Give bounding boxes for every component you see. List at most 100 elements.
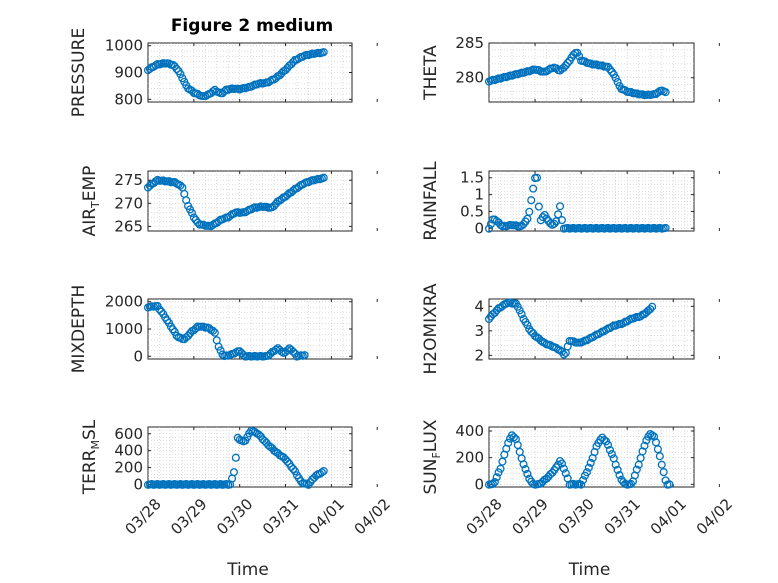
data-point	[613, 77, 622, 87]
y-axis-label: TERRMSL	[80, 419, 102, 495]
x-tick-label: 03/29	[167, 495, 210, 538]
y-axis-label: THETA	[421, 45, 441, 101]
data-point	[191, 324, 200, 333]
axes-box	[488, 298, 695, 360]
data-point	[172, 64, 181, 74]
y-tick-label: 0.5	[460, 202, 484, 220]
y-axis-label: AIRTEMP	[80, 166, 102, 237]
data-point	[563, 58, 572, 67]
y-axis-label: RAINFALL	[421, 161, 441, 241]
data-point	[300, 351, 309, 360]
y-tick-label: 265	[114, 217, 143, 235]
data-point	[509, 433, 519, 442]
data-point	[577, 480, 586, 489]
x-axis-label: Time	[568, 560, 611, 580]
data-point	[661, 223, 670, 232]
data-point	[231, 348, 240, 357]
data-point	[607, 450, 616, 459]
data-point	[289, 464, 298, 474]
data-point	[584, 463, 593, 472]
data-point	[532, 173, 542, 182]
data-point	[319, 173, 328, 182]
series-markers	[143, 301, 309, 361]
data-point	[661, 88, 670, 97]
y-tick-label: 3	[474, 322, 484, 340]
y-tick-label: 275	[114, 171, 143, 189]
data-point	[208, 326, 217, 335]
x-tick-label: 03/30	[555, 495, 598, 538]
y-tick-label: 2	[474, 346, 484, 364]
y-axis-label: SUNFLUX	[421, 419, 443, 494]
grid	[489, 171, 694, 231]
data-point	[317, 468, 326, 477]
subplot-2: 280 285 THETA	[421, 34, 720, 103]
data-point	[638, 447, 647, 456]
x-tick-label: 03/29	[509, 495, 552, 538]
y-tick-label: 4	[474, 297, 484, 315]
data-point	[657, 460, 666, 469]
data-point	[525, 207, 534, 216]
y-tick-label: 900	[114, 64, 143, 82]
data-point	[648, 302, 657, 311]
series-markers	[484, 48, 670, 100]
y-tick-label: 1	[474, 186, 484, 204]
y-tick-label: 1000	[105, 37, 143, 55]
y-tick-label: 600	[114, 425, 143, 443]
figure-title: Figure 2 medium	[171, 16, 333, 36]
data-point	[176, 70, 185, 79]
data-point	[542, 214, 551, 223]
data-point	[534, 66, 543, 75]
data-point	[557, 459, 566, 468]
data-point	[498, 457, 507, 466]
subplot-3: 265 270 275 AIRTEMP	[80, 166, 378, 237]
grid	[489, 43, 694, 102]
data-point	[653, 445, 662, 454]
data-point	[550, 219, 559, 228]
y-tick-label: 400	[455, 422, 484, 440]
y-tick-label: 1.5	[460, 169, 484, 187]
data-point	[291, 467, 300, 476]
x-axis-label: Time	[226, 560, 269, 580]
data-point	[596, 435, 605, 444]
data-point	[646, 305, 655, 314]
subplot-5: 0 1000 2000 MIXDEPTH	[69, 285, 378, 374]
data-point	[603, 440, 613, 449]
data-point	[611, 460, 620, 469]
data-point	[145, 64, 154, 73]
data-point	[496, 464, 505, 473]
x-tick-label: 03/28	[462, 495, 505, 538]
data-point	[496, 220, 505, 229]
subplot-7: 03/28 03/29 03/30 03/31 04/01 04/02 0200400600…	[80, 419, 394, 580]
data-point	[523, 320, 532, 330]
data-point	[519, 460, 528, 469]
data-point	[151, 61, 160, 70]
data-point	[552, 217, 561, 226]
data-point	[490, 477, 499, 487]
data-point	[579, 476, 588, 485]
series-markers	[143, 426, 328, 489]
data-point	[569, 337, 578, 346]
data-point	[665, 480, 674, 489]
subplot-4: 00.511.5 RAINFALL	[421, 161, 720, 241]
y-tick-label: 0	[133, 347, 143, 365]
data-point	[559, 464, 568, 473]
data-point	[582, 468, 591, 477]
data-point	[586, 458, 595, 467]
y-axis-label: MIXDEPTH	[69, 285, 89, 374]
data-point	[521, 465, 530, 474]
data-point	[632, 465, 641, 474]
data-point	[218, 350, 227, 359]
data-point	[527, 196, 536, 205]
data-point	[319, 466, 328, 476]
data-point	[484, 314, 494, 324]
data-point	[216, 346, 225, 355]
data-point	[239, 350, 248, 360]
data-point	[569, 50, 578, 59]
data-point	[615, 471, 624, 480]
y-tick-label: 270	[114, 194, 143, 212]
y-tick-label: 2000	[105, 293, 143, 311]
y-tick-label: 0	[474, 475, 484, 493]
y-axis-label: PRESSURE	[69, 28, 89, 117]
